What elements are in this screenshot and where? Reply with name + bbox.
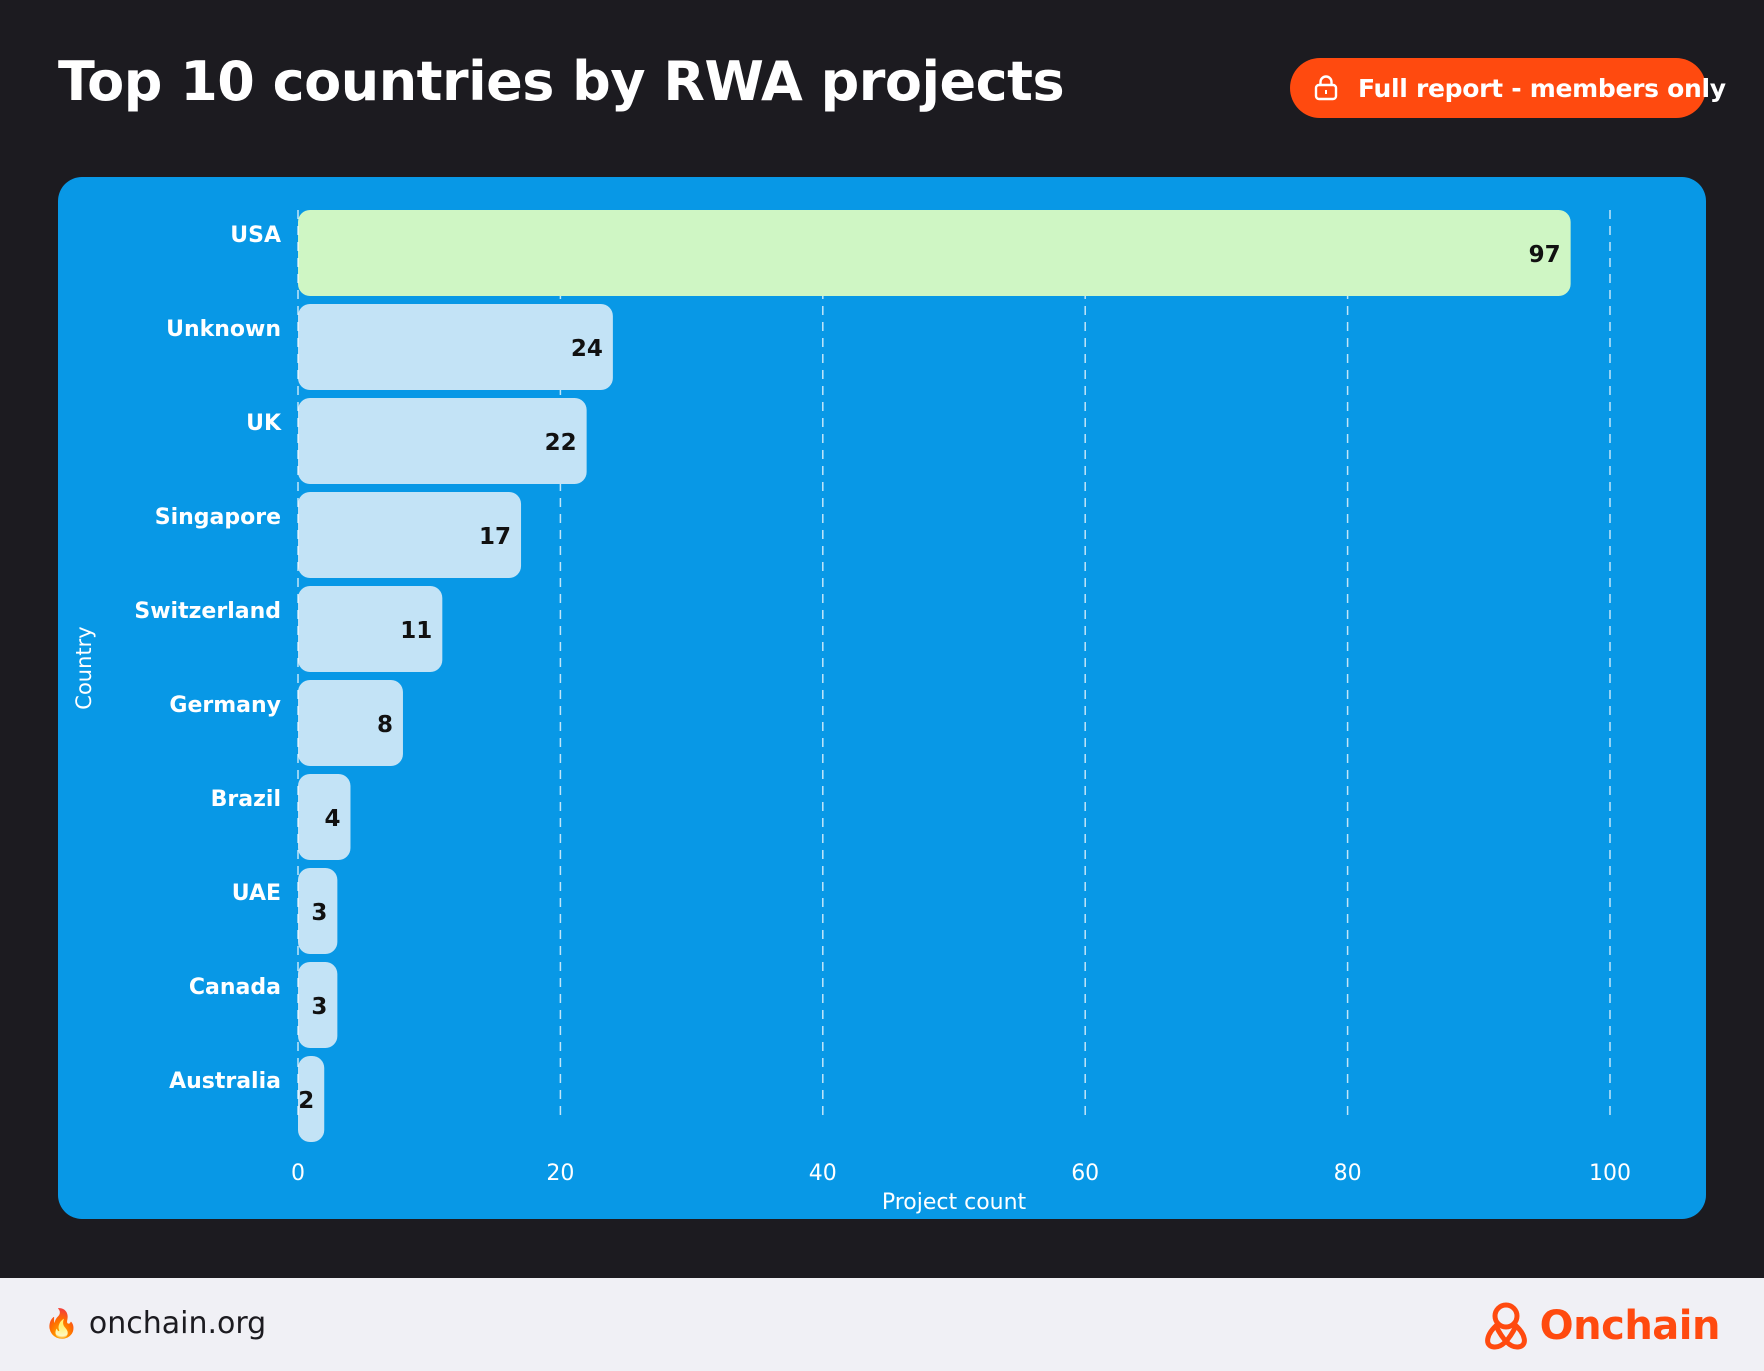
bar [298,962,338,1048]
bar-value-label: 2 [298,1088,314,1114]
y-tick-label: Canada [189,975,281,1000]
x-tick-label: 20 [546,1161,574,1186]
y-tick-label: Switzerland [134,599,281,624]
bar-value-label: 22 [545,430,577,456]
full-report-button[interactable]: Full report - members only [1290,58,1726,118]
bar-value-label: 11 [400,618,432,644]
bar-value-label: 17 [479,524,511,550]
x-tick-label: 100 [1589,1161,1631,1186]
x-axis-title: Project count [882,1190,1027,1215]
bar-value-label: 24 [571,336,603,362]
y-axis-title: Country [72,626,96,709]
x-tick-label: 80 [1334,1161,1362,1186]
onchain-logo-icon [1484,1302,1527,1350]
bar [298,586,443,672]
bar [298,210,1571,296]
bar [298,868,338,954]
flame-icon: 🔥 [44,1307,79,1340]
y-tick-label: UK [246,411,282,436]
full-report-label: Full report - members only [1358,73,1726,103]
footer: 🔥 onchain.org Onchain [0,1278,1764,1371]
x-tick-label: 60 [1071,1161,1099,1186]
bar-value-label: 97 [1529,242,1561,268]
bar-value-label: 3 [311,994,327,1020]
y-tick-label: USA [230,223,281,248]
bar-value-label: 4 [324,806,340,832]
bar-value-label: 8 [377,712,393,738]
bar [298,680,403,766]
bar [298,492,522,578]
site-label: onchain.org [88,1306,267,1341]
x-tick-label: 0 [291,1161,305,1186]
bar [298,1056,325,1142]
brand-logo: Onchain [1478,1300,1721,1352]
y-tick-label: Australia [169,1069,281,1094]
y-tick-label: Unknown [166,317,281,342]
bar [298,774,351,860]
y-tick-label: UAE [232,881,281,906]
site-link[interactable]: 🔥 onchain.org [44,1306,266,1341]
brand-label: Onchain [1539,1303,1721,1349]
bar-value-label: 3 [311,900,327,926]
y-tick-label: Singapore [155,505,281,530]
chart-panel: 97 USA 24 Unknown 22 UK 17 Singapore 11 Switzerla… [58,177,1706,1219]
x-tick-label: 40 [809,1161,837,1186]
y-tick-label: Germany [169,693,281,718]
bar [298,304,613,390]
bar-chart: 97USA24Unknown22UK17Singapore11Switzerla… [72,210,1631,1215]
chart-title: Top 10 countries by RWA projects [58,50,1065,113]
bar [298,398,587,484]
y-tick-label: Brazil [211,787,281,812]
lock-icon [1314,75,1338,101]
